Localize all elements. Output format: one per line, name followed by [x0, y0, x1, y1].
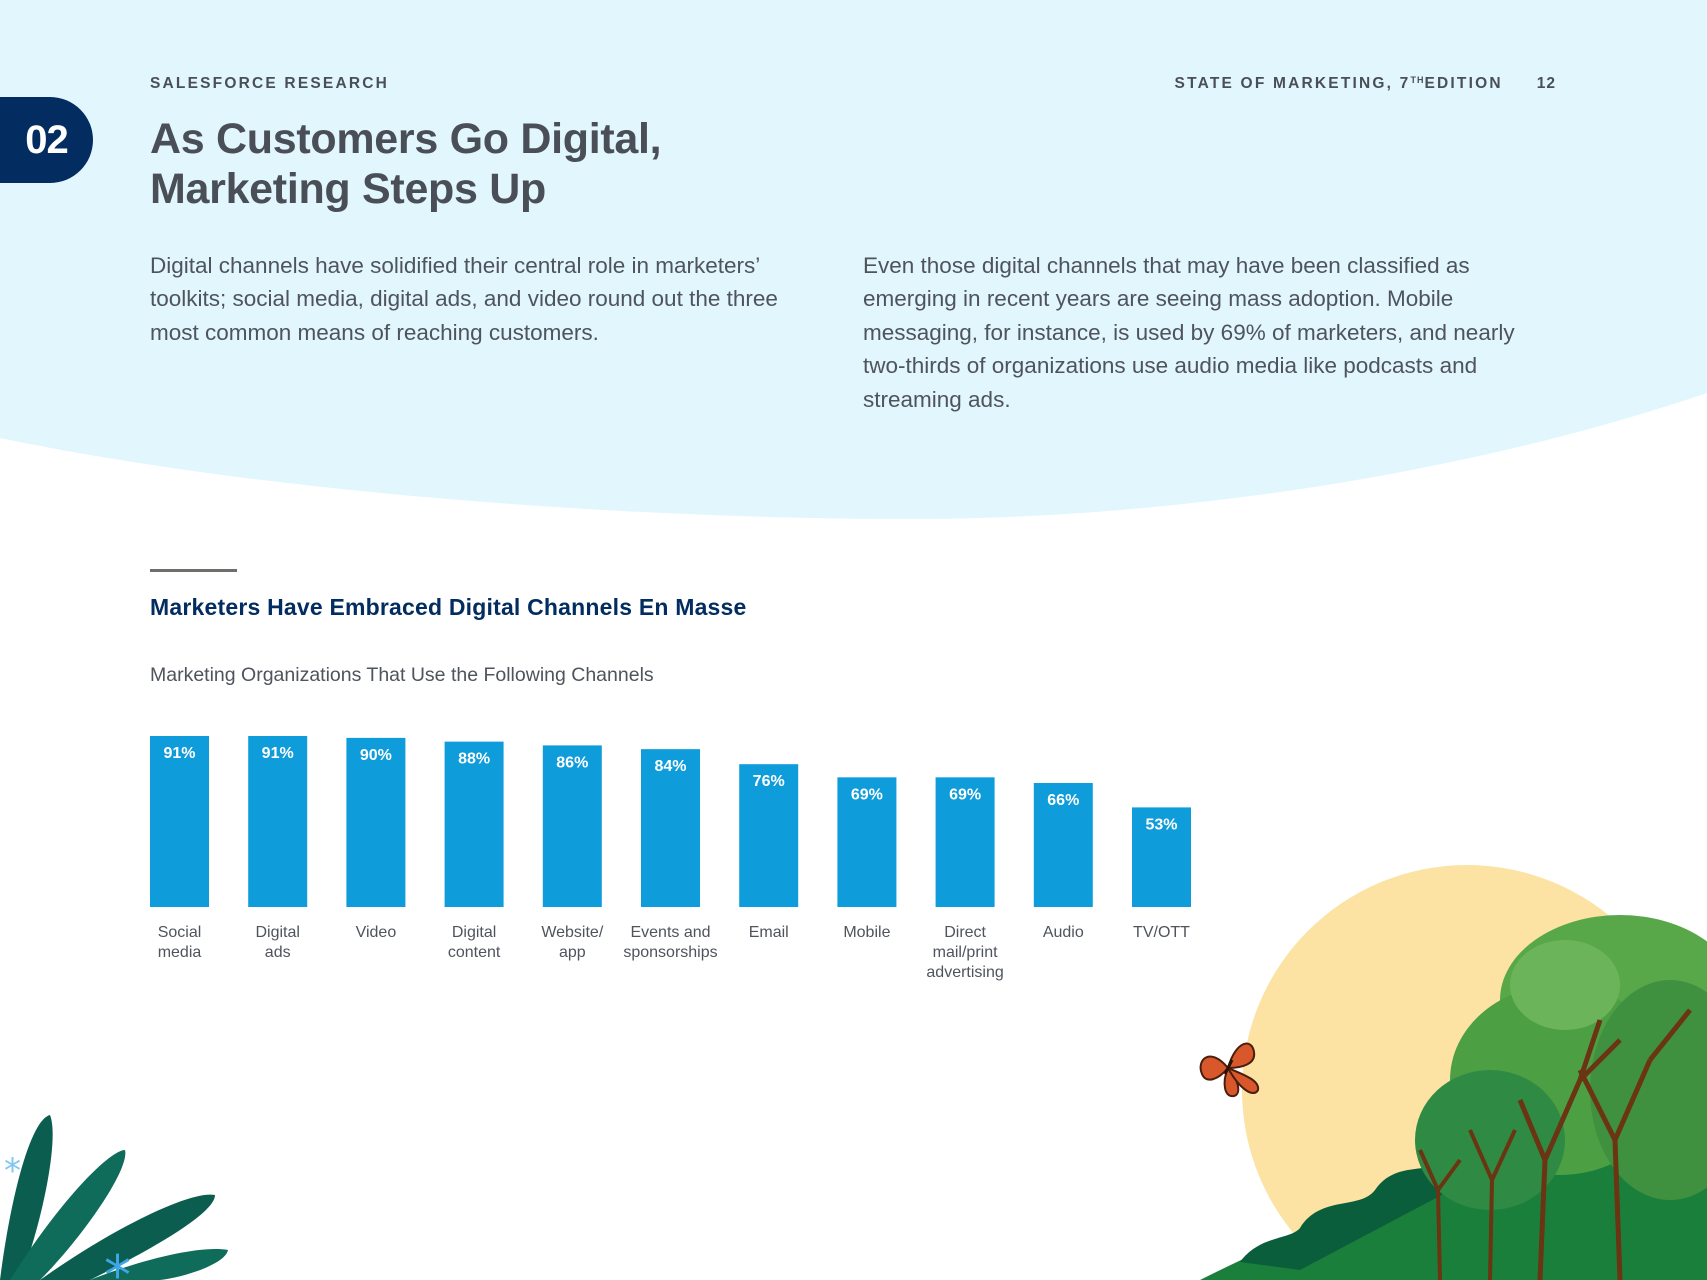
report-name-superscript: TH [1410, 75, 1425, 85]
tree-illustration [1415, 915, 1707, 1280]
bar-value-label: 66% [1047, 792, 1079, 809]
bar-value-label: 69% [949, 786, 981, 803]
leaf-illustration: * * [0, 1115, 228, 1280]
category-label: Direct [944, 924, 986, 941]
report-header: STATE OF MARKETING, 7 TH EDITION 12 [1175, 75, 1556, 93]
hill-bumps [1240, 1160, 1470, 1270]
category-label: Social [158, 924, 202, 941]
bar-value-label: 84% [654, 758, 686, 775]
category-label: sponsorships [623, 944, 717, 961]
svg-text:*: * [104, 1244, 131, 1280]
bar-5 [641, 749, 700, 907]
category-label: Email [749, 924, 789, 941]
bar-value-label: 88% [458, 751, 490, 768]
bar-value-label: 91% [262, 745, 294, 762]
category-label: content [448, 944, 501, 961]
bar-7 [837, 777, 897, 907]
page-number: 12 [1536, 75, 1556, 92]
chart-subtitle: Marketing Organizations That Use the Fol… [150, 664, 654, 686]
bar-6 [739, 764, 799, 907]
bar-value-label: 91% [163, 745, 195, 762]
section-number-tab: 02 [0, 97, 93, 183]
bar-0 [150, 736, 209, 907]
category-label: Mobile [843, 924, 890, 941]
bar-3 [444, 741, 504, 907]
bar-value-label: 69% [851, 786, 883, 803]
page-title: As Customers Go Digital, Marketing Steps… [150, 114, 662, 214]
bar-value-label: 76% [753, 773, 785, 790]
chart-title: Marketers Have Embraced Digital Channels… [150, 594, 747, 620]
chart-divider [150, 569, 237, 572]
svg-text:*: * [4, 1151, 21, 1191]
category-label: app [559, 944, 586, 961]
page-title-line-1: As Customers Go Digital, [150, 115, 662, 163]
brand-label: SALESFORCE RESEARCH [150, 75, 390, 92]
bar-4 [542, 745, 602, 907]
category-label: Video [356, 924, 397, 941]
sky-wave [0, 0, 1707, 520]
category-label: Events and [630, 924, 710, 941]
category-label: mail/print [933, 944, 998, 961]
bar-value-label: 53% [1145, 816, 1177, 833]
butterfly-icon [1199, 1042, 1260, 1098]
bar-value-label: 90% [360, 747, 392, 764]
report-name: STATE OF MARKETING, 7 [1174, 75, 1411, 92]
category-label: Digital [255, 924, 299, 941]
category-label: Digital [452, 924, 496, 941]
category-label: media [158, 944, 202, 961]
bar-9 [1033, 782, 1093, 907]
intro-paragraph-right: Even those digital channels that may hav… [863, 253, 1515, 412]
report-edition: EDITION [1424, 75, 1503, 92]
category-label: ads [265, 944, 291, 961]
bar-value-label: 86% [556, 754, 588, 771]
category-label: advertising [926, 964, 1003, 981]
bar-1 [248, 736, 308, 907]
bar-8 [935, 777, 995, 907]
intro-paragraph-left: Digital channels have solidified their c… [150, 253, 778, 345]
category-label: TV/OTT [1133, 924, 1190, 941]
bar-2 [346, 737, 406, 907]
category-label: Website/ [541, 924, 604, 941]
page-title-line-2: Marketing Steps Up [150, 165, 547, 213]
category-label: Audio [1043, 924, 1084, 941]
bar-10 [1132, 807, 1191, 907]
